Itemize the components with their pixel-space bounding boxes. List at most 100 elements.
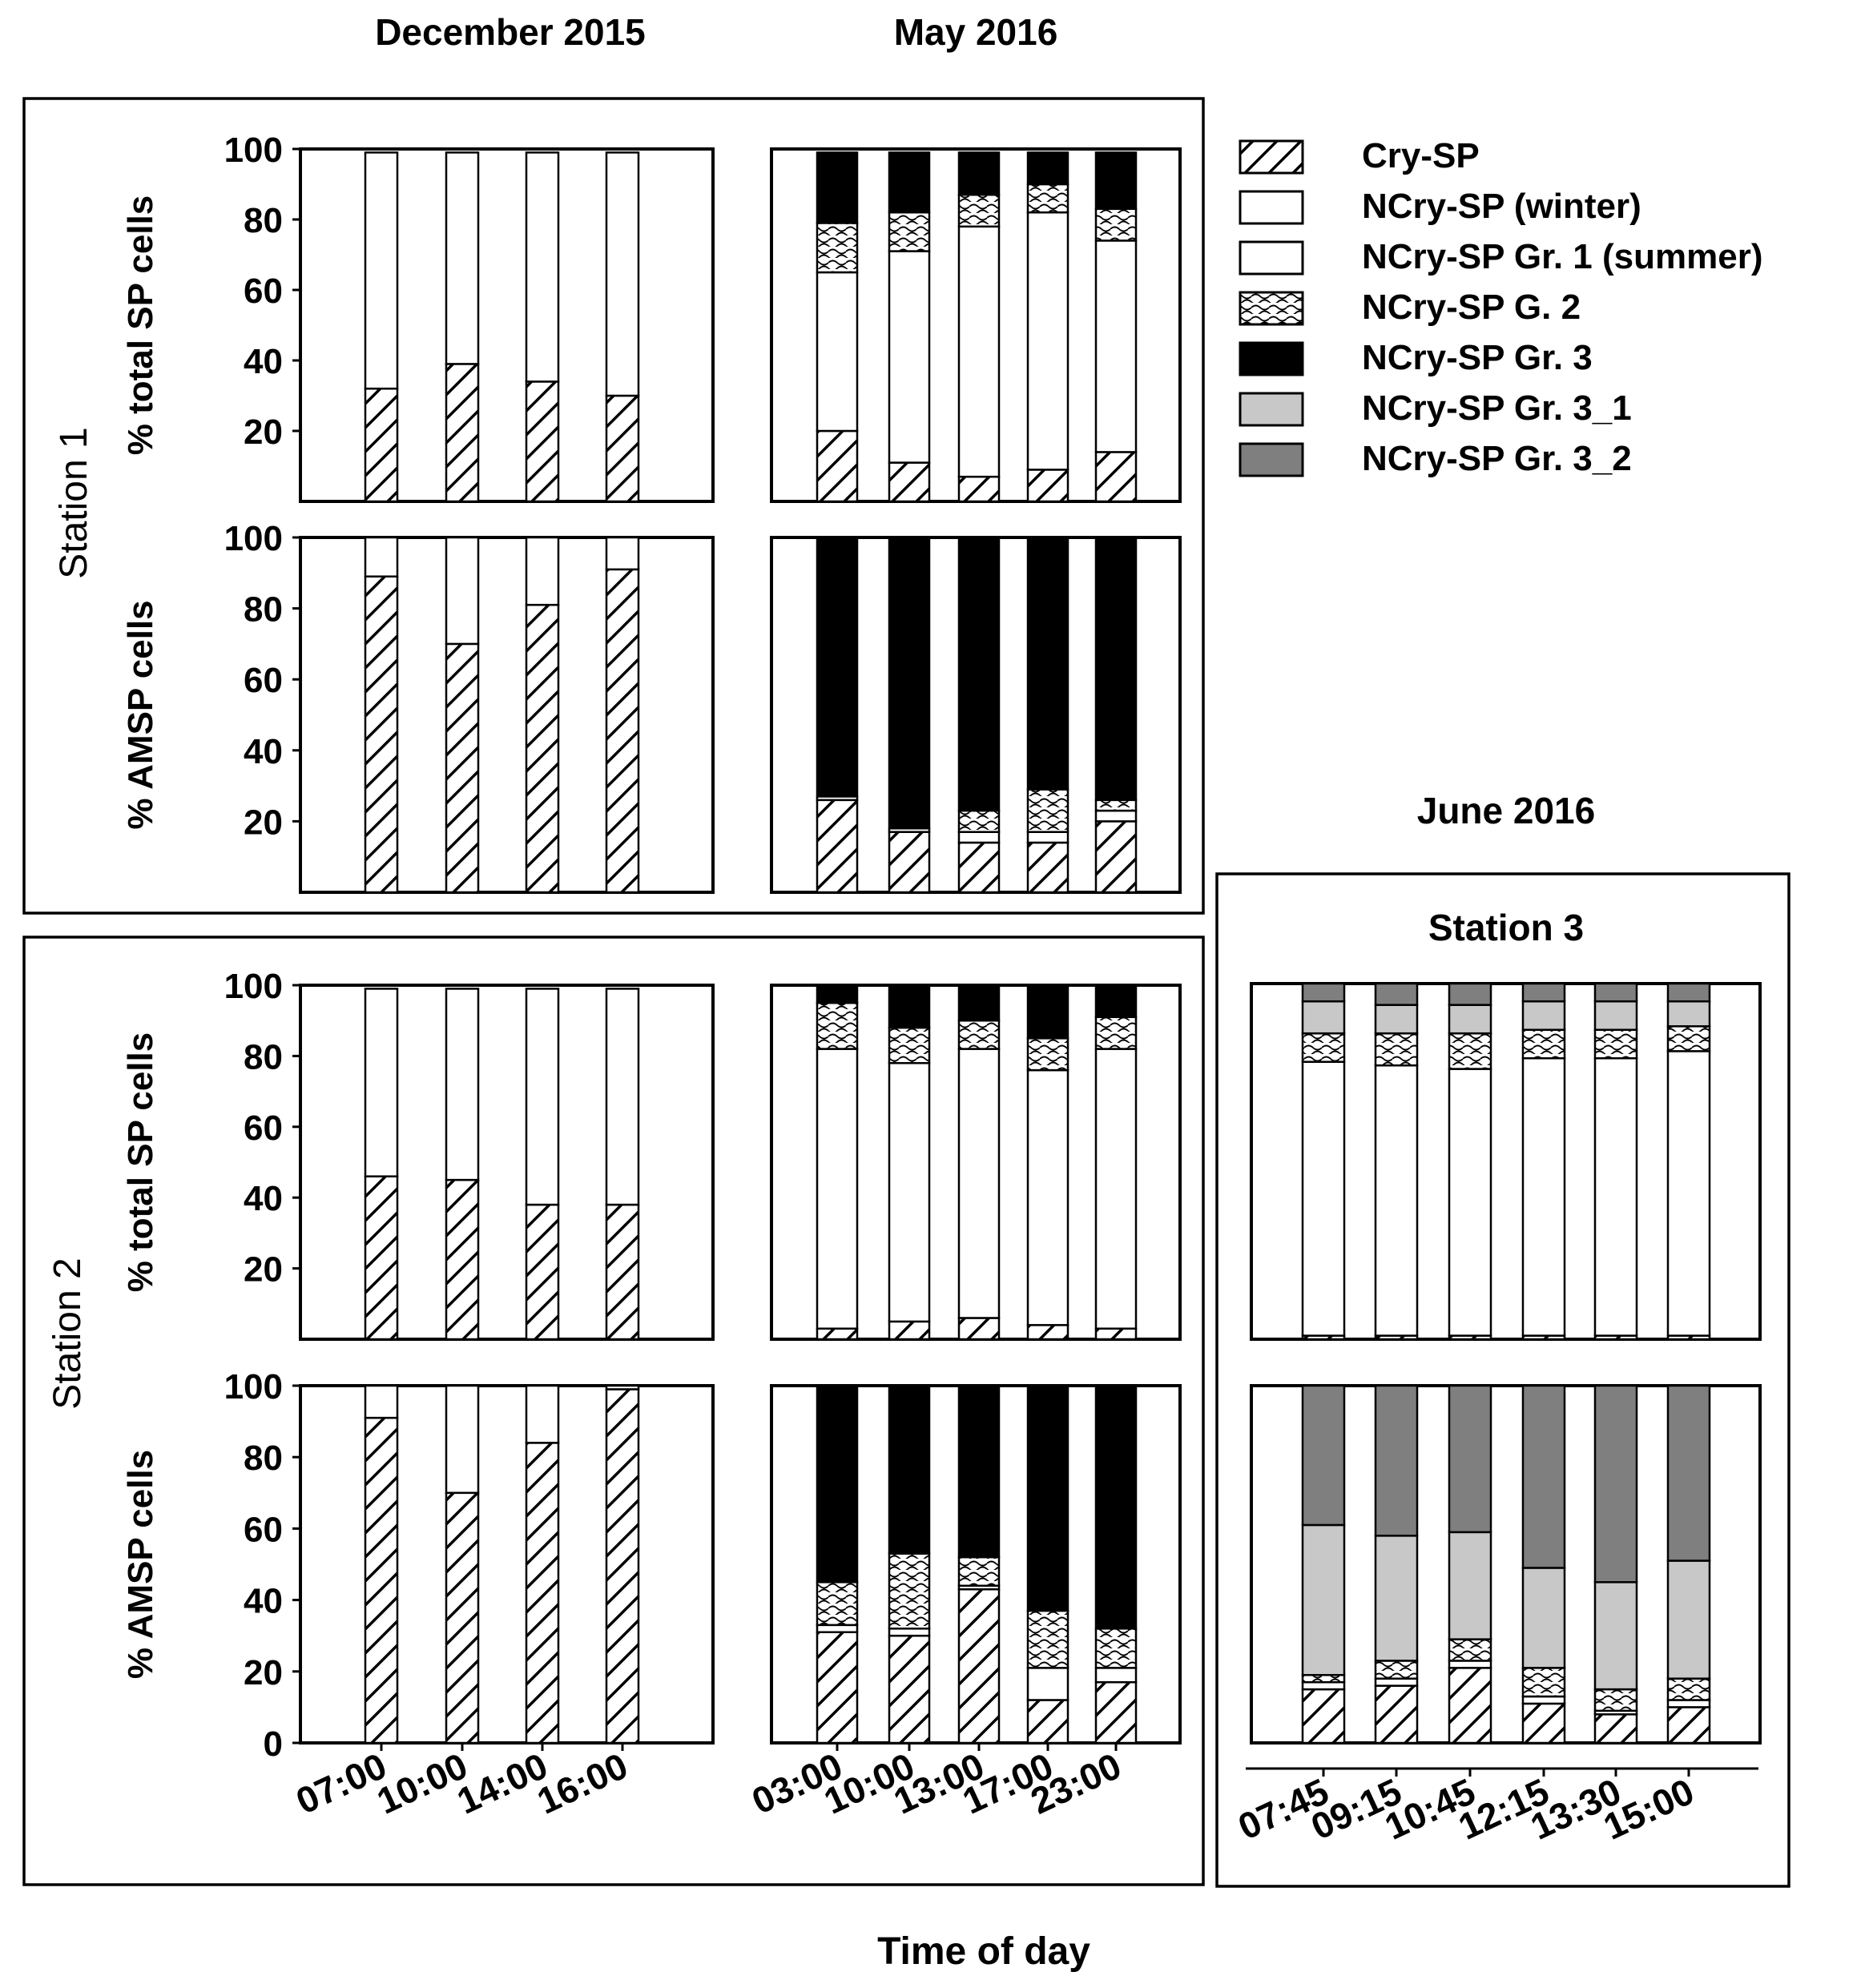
legend-swatch (1239, 442, 1304, 477)
bar-segment-ncry-sp-winter--1400 (525, 988, 560, 1206)
bar-segment-ncry-sp-gr-1-summer--1000 (888, 250, 931, 464)
legend-label: NCry-SP Gr. 3_2 (1362, 439, 1632, 478)
bar-segment-ncry-sp-gr-3-2-1330 (1593, 1384, 1638, 1584)
bar-segment-ncry-sp-gr-3-1000 (888, 1384, 931, 1555)
bar-segment-cry-sp-1700 (1026, 1324, 1069, 1341)
bar-segment-ncry-sp-gr-3-1000 (888, 984, 931, 1029)
bar-segment-ncry-sp-gr-3-2-1215 (1521, 1384, 1566, 1569)
bar-segment-ncry-sp-gr-3-2-1500 (1666, 1384, 1711, 1562)
bar-segment-ncry-sp-winter--1400 (525, 151, 560, 383)
bar-segment-ncry-sp-winter--1000 (445, 988, 480, 1181)
bar-segment-cry-sp-1000 (888, 461, 931, 503)
bar-segment-cry-sp-1300 (957, 1317, 1001, 1341)
bar-segment-ncry-sp-gr-3-1000 (888, 536, 931, 830)
station1-frame (22, 97, 1205, 915)
bar-segment-ncry-sp-g-2-0300 (816, 1001, 859, 1050)
bar-segment-cry-sp-0300 (816, 799, 859, 894)
bar-segment-cry-sp-0915 (1374, 1684, 1419, 1745)
bar-segment-ncry-sp-gr-3-1-1215 (1521, 1000, 1566, 1031)
bar-segment-cry-sp-1700 (1026, 1699, 1069, 1745)
chart-s1-may-amsp (770, 536, 1182, 894)
bar-segment-cry-sp-0300 (816, 1327, 859, 1341)
bar-segment-cry-sp-2300 (1094, 1680, 1138, 1745)
bar-segment-ncry-sp-gr-3-1300 (957, 1384, 1001, 1559)
bar-segment-ncry-sp-g-2-1000 (888, 1026, 931, 1064)
y-tick-label: 80 (244, 201, 283, 240)
bar-segment-ncry-sp-g-2-2300 (1094, 799, 1138, 812)
y-tick-label: 80 (244, 590, 283, 630)
legend-swatch (1239, 291, 1304, 326)
y-tick-label: 40 (244, 732, 283, 771)
bar-segment-cry-sp-0700 (364, 1175, 399, 1341)
bar-segment-ncry-sp-winter--0700 (364, 536, 399, 577)
bar-segment-cry-sp-1600 (605, 1203, 640, 1341)
plot-area (299, 984, 715, 1341)
bar-segment-ncry-sp-g-2-1000 (888, 1552, 931, 1630)
station2-frame (22, 936, 1205, 1886)
y-tick-label: 60 (244, 661, 283, 700)
y-axis-title: % total SP cells (121, 195, 160, 455)
bar-segment-ncry-sp-gr-3-1-1330 (1593, 1581, 1638, 1691)
chart-s2-dec-total: 20 40 60 80 100 % total SP cells (121, 967, 715, 1341)
bar-segment-ncry-sp-gr-1-summer--1700 (1026, 1068, 1069, 1326)
chart-s2-may-total (770, 984, 1182, 1341)
chart-s1-may-total (770, 147, 1182, 503)
y-axis-title: % total SP cells (121, 1032, 160, 1292)
bar-segment-ncry-sp-gr-1-summer--1215 (1521, 1056, 1566, 1337)
bar-segment-ncry-sp-g-2-1300 (957, 809, 1001, 833)
bar-segment-ncry-sp-gr-3-2-0745 (1301, 982, 1346, 1003)
plot-area (299, 536, 715, 894)
bar-segment-cry-sp-0300 (816, 429, 859, 503)
bar-segment-ncry-sp-g-2-2300 (1094, 207, 1138, 242)
bar-segment-ncry-sp-g-2-1300 (957, 193, 1001, 228)
bar-segment-ncry-sp-gr-1-summer--1700 (1026, 1667, 1069, 1701)
legend-label: NCry-SP Gr. 1 (summer) (1362, 237, 1762, 276)
bar-segment-cry-sp-0700 (364, 1416, 399, 1745)
bar-segment-ncry-sp-g-2-1700 (1026, 1609, 1069, 1669)
bar-segment-ncry-sp-winter--1000 (445, 536, 480, 646)
bar-segment-ncry-sp-gr-1-summer--1045 (1448, 1068, 1492, 1337)
bar-segment-ncry-sp-gr-1-summer--2300 (1094, 239, 1138, 453)
bar-segment-cry-sp-0700 (364, 575, 399, 894)
bar-segment-cry-sp-1400 (525, 1442, 560, 1745)
y-tick-label: 80 (244, 1439, 283, 1478)
bar-segment-ncry-sp-g-2-0300 (816, 1581, 859, 1627)
bar-segment-ncry-sp-gr-1-summer--1300 (957, 1048, 1001, 1319)
bar-segment-ncry-sp-gr-1-summer--1700 (1026, 211, 1069, 471)
bar-segment-ncry-sp-gr-1-summer--1500 (1666, 1050, 1711, 1337)
bar-segment-ncry-sp-gr-1-summer--1700 (1026, 831, 1069, 844)
bar-segment-ncry-sp-gr-3-1700 (1026, 984, 1069, 1040)
bar-segment-ncry-sp-g-2-1330 (1593, 1028, 1638, 1060)
bar-segment-ncry-sp-gr-3-2-1045 (1448, 1384, 1492, 1534)
bar-segment-ncry-sp-gr-3-0300 (816, 1384, 859, 1584)
bar-segment-ncry-sp-gr-3-1000 (888, 151, 931, 214)
bar-segment-ncry-sp-winter--0700 (364, 151, 399, 390)
bar-segment-ncry-sp-gr-3-1300 (957, 151, 1001, 196)
bar-segment-ncry-sp-gr-3-2300 (1094, 984, 1138, 1019)
bar-segment-ncry-sp-g-2-0745 (1301, 1032, 1346, 1063)
bar-segment-ncry-sp-gr-1-summer--0915 (1374, 1677, 1419, 1687)
bar-segment-ncry-sp-g-2-1000 (888, 211, 931, 252)
bar-segment-ncry-sp-g-2-2300 (1094, 1628, 1138, 1669)
chart-s1-dec-total: 20 40 60 80 100 % total SP cells (121, 131, 715, 503)
y-tick-label: 20 (244, 803, 283, 842)
y-tick-label: 100 (224, 131, 283, 170)
bar-segment-ncry-sp-winter--1600 (605, 536, 640, 571)
bar-segment-cry-sp-1000 (445, 1178, 480, 1341)
bar-segment-cry-sp-1700 (1026, 841, 1069, 894)
bar-segment-ncry-sp-gr-3-1300 (957, 536, 1001, 812)
bar-segment-ncry-sp-winter--1400 (525, 1384, 560, 1444)
bar-segment-cry-sp-1400 (525, 603, 560, 894)
bar-segment-ncry-sp-gr-1-summer--0300 (816, 271, 859, 433)
bar-segment-ncry-sp-gr-3-0300 (816, 151, 859, 224)
bar-segment-cry-sp-1000 (445, 363, 480, 503)
bar-segment-ncry-sp-gr-3-2-1500 (1666, 982, 1711, 1003)
bar-segment-cry-sp-0300 (816, 1631, 859, 1745)
bar-segment-cry-sp-1600 (605, 1388, 640, 1745)
bar-segment-ncry-sp-winter--1600 (605, 1384, 640, 1390)
bar-segment-ncry-sp-gr-3-1-1330 (1593, 1000, 1638, 1031)
bar-segment-ncry-sp-g-2-1330 (1593, 1688, 1638, 1712)
